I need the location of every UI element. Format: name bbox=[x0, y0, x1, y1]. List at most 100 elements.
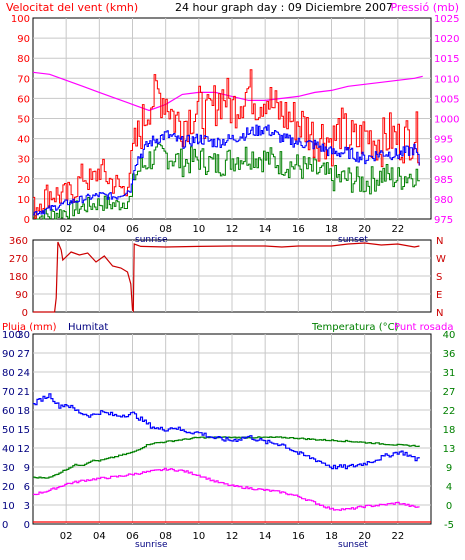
y-tick-label-rain: 18 bbox=[17, 406, 30, 417]
sunset-label-top: sunset bbox=[338, 235, 368, 245]
y-tick-label-pressure: 980 bbox=[434, 195, 453, 206]
x-tick-label-bottom: 02 bbox=[60, 531, 73, 542]
y-tick-label-humidity: 50 bbox=[2, 425, 15, 436]
x-tick-label-bottom: 16 bbox=[292, 531, 305, 542]
y-tick-label-temperature: 27 bbox=[443, 387, 456, 398]
y-tick-label-temperature: 31 bbox=[443, 368, 456, 379]
series-wind-direction-line bbox=[33, 241, 420, 313]
y-tick-label-pressure: 985 bbox=[434, 175, 453, 186]
y-tick-label-wind: 80 bbox=[17, 54, 30, 65]
y-tick-label-humidity: 90 bbox=[2, 349, 15, 360]
y-tick-label-temperature: 36 bbox=[443, 349, 456, 360]
compass-label: N bbox=[436, 236, 443, 247]
series-wind-blue-line bbox=[33, 124, 420, 216]
y-tick-label-temperature: 13 bbox=[443, 444, 456, 455]
y-tick-label-wind: 40 bbox=[17, 135, 30, 146]
y-tick-label-temperature: 22 bbox=[443, 406, 456, 417]
x-tick-label-bottom: 04 bbox=[93, 531, 106, 542]
y-tick-label-direction: 0 bbox=[22, 308, 28, 319]
x-tick-label-top: 16 bbox=[292, 224, 305, 235]
y-tick-label-temperature: -5 bbox=[444, 520, 454, 531]
y-tick-label-rain: 6 bbox=[24, 482, 30, 493]
x-tick-label-bottom: 22 bbox=[391, 531, 404, 542]
x-tick-label-top: 08 bbox=[159, 224, 172, 235]
y-tick-label-pressure: 990 bbox=[434, 155, 453, 166]
y-tick-label-humidity: 80 bbox=[2, 368, 15, 379]
y-tick-label-rain: 12 bbox=[17, 444, 30, 455]
y-tick-label-temperature: 9 bbox=[446, 463, 452, 474]
sunrise-label-top: sunrise bbox=[135, 235, 168, 245]
series-wind-red-line bbox=[33, 69, 420, 219]
dewpoint-axis-label: Punt rosada bbox=[394, 322, 453, 333]
y-tick-label-temperature: 40 bbox=[443, 330, 456, 341]
x-tick-label-top: 20 bbox=[358, 224, 371, 235]
compass-label: E bbox=[436, 290, 442, 301]
compass-label: S bbox=[436, 272, 442, 283]
x-tick-label-bottom: 06 bbox=[126, 531, 139, 542]
y-tick-label-wind: 90 bbox=[17, 34, 30, 45]
humidity-axis-label: Humitat bbox=[68, 322, 108, 333]
y-tick-label-rain: 24 bbox=[17, 368, 30, 379]
x-tick-label-top: 02 bbox=[60, 224, 73, 235]
y-tick-label-direction: 90 bbox=[15, 290, 28, 301]
series-wind-green-line bbox=[33, 143, 420, 220]
compass-label: W bbox=[436, 254, 446, 265]
rain-axis-label: Pluja (mm) bbox=[2, 322, 57, 333]
y-tick-label-rain: 21 bbox=[17, 387, 30, 398]
y-tick-label-humidity: 0 bbox=[2, 520, 8, 531]
sunrise-label-bottom: sunrise bbox=[135, 540, 168, 550]
y-tick-label-rain: 0 bbox=[24, 520, 30, 531]
y-tick-label-pressure: 1025 bbox=[434, 14, 459, 25]
y-tick-label-pressure: 1000 bbox=[434, 115, 459, 126]
y-tick-label-humidity: 10 bbox=[2, 501, 15, 512]
sunset-label-bottom: sunset bbox=[338, 540, 368, 550]
x-tick-label-top: 10 bbox=[192, 224, 205, 235]
y-tick-label-temperature: 18 bbox=[443, 425, 456, 436]
y-tick-label-rain: 15 bbox=[17, 425, 30, 436]
y-tick-label-pressure: 1020 bbox=[434, 34, 459, 45]
x-tick-label-top: 22 bbox=[391, 224, 404, 235]
x-tick-label-bottom: 14 bbox=[259, 531, 272, 542]
y-tick-label-wind: 30 bbox=[17, 155, 30, 166]
x-tick-label-bottom: 08 bbox=[159, 531, 172, 542]
compass-label: N bbox=[436, 308, 443, 319]
chart-marks: 0202040406060808101012121414161618182020… bbox=[2, 14, 459, 542]
series-dewpoint-line bbox=[33, 467, 420, 511]
y-tick-label-rain: 9 bbox=[24, 463, 30, 474]
y-tick-label-humidity: 40 bbox=[2, 444, 15, 455]
y-tick-label-pressure: 975 bbox=[434, 215, 453, 226]
y-tick-label-wind: 100 bbox=[11, 14, 30, 25]
y-tick-label-wind: 0 bbox=[24, 215, 30, 226]
y-tick-label-pressure: 995 bbox=[434, 135, 453, 146]
y-tick-label-wind: 70 bbox=[17, 74, 30, 85]
y-tick-label-pressure: 1010 bbox=[434, 74, 459, 85]
series-pressure-line bbox=[32, 71, 423, 112]
series-humidity-line bbox=[33, 393, 420, 470]
x-tick-label-bottom: 20 bbox=[358, 531, 371, 542]
y-tick-label-humidity: 20 bbox=[2, 482, 15, 493]
x-tick-label-bottom: 10 bbox=[192, 531, 205, 542]
x-tick-label-bottom: 18 bbox=[325, 531, 338, 542]
y-tick-label-humidity: 70 bbox=[2, 387, 15, 398]
y-tick-label-wind: 60 bbox=[17, 94, 30, 105]
y-tick-label-direction: 180 bbox=[9, 272, 28, 283]
x-tick-label-top: 12 bbox=[226, 224, 239, 235]
y-tick-label-humidity: 60 bbox=[2, 406, 15, 417]
y-tick-label-temperature: 0 bbox=[446, 501, 452, 512]
y-tick-label-direction: 360 bbox=[9, 236, 28, 247]
x-tick-label-top: 06 bbox=[126, 224, 139, 235]
x-tick-label-top: 04 bbox=[93, 224, 106, 235]
y-tick-label-humidity: 30 bbox=[2, 463, 15, 474]
x-tick-label-top: 18 bbox=[325, 224, 338, 235]
y-tick-label-pressure: 1015 bbox=[434, 54, 459, 65]
x-tick-label-top: 14 bbox=[259, 224, 272, 235]
x-tick-label-bottom: 12 bbox=[226, 531, 239, 542]
y-tick-label-pressure: 1005 bbox=[434, 94, 459, 105]
chart-title: 24 hour graph day : 09 Diciembre 2007 bbox=[175, 1, 393, 14]
y-tick-label-rain: 30 bbox=[17, 330, 30, 341]
y-tick-label-direction: 270 bbox=[9, 254, 28, 265]
y-tick-label-rain: 3 bbox=[24, 501, 30, 512]
y-tick-label-wind: 10 bbox=[17, 195, 30, 206]
y-tick-label-wind: 50 bbox=[17, 115, 30, 126]
